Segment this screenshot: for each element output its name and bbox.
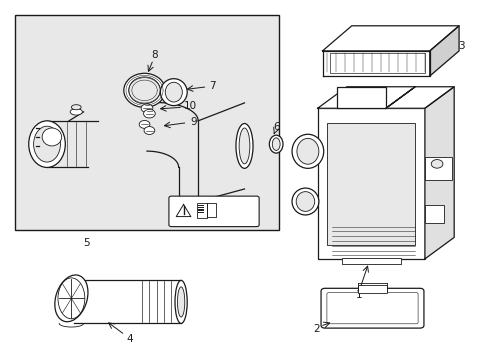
Polygon shape — [317, 87, 453, 108]
Polygon shape — [322, 51, 429, 76]
FancyBboxPatch shape — [317, 108, 424, 259]
Polygon shape — [424, 87, 453, 259]
Circle shape — [143, 109, 155, 118]
FancyBboxPatch shape — [341, 258, 400, 264]
Ellipse shape — [123, 73, 165, 107]
Bar — [329, 53, 424, 73]
Text: 3: 3 — [457, 41, 464, 50]
Ellipse shape — [272, 138, 280, 150]
Text: 2: 2 — [313, 324, 319, 334]
Polygon shape — [322, 26, 458, 51]
Ellipse shape — [291, 188, 318, 215]
Ellipse shape — [71, 105, 81, 110]
Ellipse shape — [296, 192, 314, 211]
Text: 9: 9 — [190, 117, 196, 127]
Ellipse shape — [177, 287, 184, 317]
Ellipse shape — [128, 77, 160, 104]
Ellipse shape — [236, 123, 252, 168]
Circle shape — [144, 127, 155, 134]
Ellipse shape — [269, 135, 283, 153]
FancyBboxPatch shape — [327, 123, 414, 244]
Text: 5: 5 — [82, 238, 89, 248]
Bar — [357, 285, 386, 293]
Bar — [207, 203, 216, 217]
Circle shape — [141, 104, 153, 113]
Bar — [15, 15, 278, 230]
Ellipse shape — [70, 109, 82, 115]
Text: 7: 7 — [209, 81, 216, 91]
Text: 1: 1 — [355, 291, 362, 301]
Ellipse shape — [55, 275, 88, 322]
Polygon shape — [385, 87, 414, 108]
Text: 4: 4 — [126, 333, 133, 343]
Bar — [336, 87, 385, 108]
Ellipse shape — [42, 128, 61, 146]
Ellipse shape — [34, 126, 61, 162]
Text: 6: 6 — [272, 122, 279, 132]
Ellipse shape — [29, 121, 65, 167]
FancyBboxPatch shape — [168, 196, 259, 226]
Polygon shape — [429, 26, 458, 76]
FancyBboxPatch shape — [424, 205, 444, 223]
Ellipse shape — [291, 134, 323, 168]
Ellipse shape — [239, 128, 249, 164]
Ellipse shape — [165, 82, 182, 102]
Ellipse shape — [175, 280, 187, 323]
FancyBboxPatch shape — [424, 157, 451, 180]
Text: 10: 10 — [184, 102, 197, 112]
Ellipse shape — [160, 79, 187, 105]
FancyBboxPatch shape — [321, 288, 423, 328]
Text: 8: 8 — [151, 50, 157, 60]
Circle shape — [139, 121, 150, 129]
Ellipse shape — [296, 138, 318, 164]
Bar — [196, 203, 207, 218]
Circle shape — [430, 159, 442, 168]
